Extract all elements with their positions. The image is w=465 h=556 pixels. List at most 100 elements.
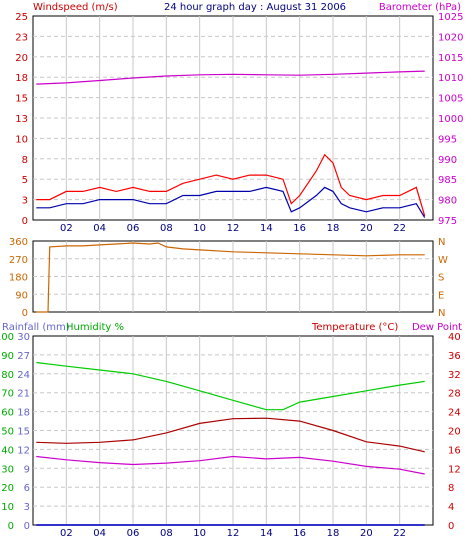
humidity-tick-label: 90	[1, 351, 14, 362]
x-tick-label: 16	[293, 528, 306, 539]
x-tick-label: 20	[360, 528, 373, 539]
barometer-tick-label: 1015	[438, 53, 463, 64]
windspeed-axis-title: Windspeed (m/s)	[33, 2, 118, 13]
x-tick-label: 04	[93, 528, 106, 539]
temperature-tick-label: 32	[448, 370, 461, 381]
humidity-axis-title: Humidity %	[66, 322, 124, 333]
x-tick-label: 14	[260, 223, 273, 234]
x-tick-label: 16	[293, 223, 306, 234]
rainfall-tick-label: 30	[17, 332, 30, 343]
compass-tick-label: E	[438, 290, 444, 301]
humidity-tick-label: 100	[0, 332, 14, 343]
x-tick-label: 18	[327, 528, 340, 539]
compass-tick-label: S	[438, 273, 444, 284]
rainfall-tick-label: 21	[17, 389, 30, 400]
humidity-tick-label: 60	[1, 408, 14, 419]
x-tick-label: 10	[193, 223, 206, 234]
humidity-series-line	[36, 361, 425, 411]
compass-tick-label: N	[438, 237, 445, 248]
barometer-tick-label: 1020	[438, 32, 463, 43]
rainfall-tick-label: 0	[24, 521, 30, 532]
rainfall-tick-label: 12	[17, 445, 30, 456]
temperature-tick-label: 4	[448, 502, 454, 513]
windspeed-tick-label: 25	[15, 12, 28, 23]
humidity-tick-label: 10	[1, 502, 14, 513]
rainfall-axis-title: Rainfall (mm)	[2, 322, 70, 333]
temperature-tick-label: 20	[448, 427, 461, 438]
direction-tick-label: 270	[9, 255, 28, 266]
x-tick-label: 02	[60, 528, 73, 539]
wind-direction-series-line	[36, 242, 425, 313]
direction-tick-label: 90	[15, 290, 28, 301]
x-tick-label: 12	[227, 223, 240, 234]
average-series-line	[36, 186, 426, 218]
temperature-tick-label: 12	[448, 464, 461, 475]
barometer-tick-label: 1005	[438, 94, 463, 105]
humidity-tick-label: 70	[1, 389, 14, 400]
x-tick-label: 06	[127, 223, 140, 234]
rainfall-tick-label: 27	[17, 351, 30, 362]
barometer-tick-label: 985	[438, 175, 457, 186]
x-tick-label: 20	[360, 223, 373, 234]
gust-series-line	[36, 153, 426, 217]
barometer-tick-label: 975	[438, 216, 457, 227]
chart-title: 24 hour graph day : August 31 2006	[164, 2, 346, 13]
direction-tick-label: 360	[9, 237, 28, 248]
x-tick-label: 22	[393, 528, 406, 539]
temperature-tick-label: 24	[448, 408, 461, 419]
x-tick-label: 08	[160, 528, 173, 539]
barometer-series-line	[36, 70, 425, 85]
humidity-tick-label: 40	[1, 445, 14, 456]
barometer-tick-label: 1025	[438, 12, 463, 23]
windspeed-tick-label: 20	[15, 53, 28, 64]
humidity-tick-label: 50	[1, 427, 14, 438]
humidity-tick-label: 30	[1, 464, 14, 475]
dewpoint-axis-title: Dew Point	[412, 322, 462, 333]
barometer-tick-label: 1010	[438, 73, 463, 84]
temperature-axis-title: Temperature (°C)	[311, 322, 398, 333]
rainfall-tick-label: 18	[17, 408, 30, 419]
windspeed-tick-label: 18	[15, 73, 28, 84]
rainfall-tick-label: 6	[24, 483, 30, 494]
barometer-tick-label: 1000	[438, 114, 463, 125]
x-tick-label: 04	[93, 223, 106, 234]
compass-tick-label: W	[438, 255, 448, 266]
barometer-tick-label: 990	[438, 155, 457, 166]
rainfall-tick-label: 9	[24, 464, 30, 475]
temperature-tick-label: 36	[448, 351, 461, 362]
direction-tick-label: 0	[22, 308, 28, 319]
temperature-tick-label: 40	[448, 332, 461, 343]
grid-layer	[33, 16, 433, 525]
temperature-tick-label: 16	[448, 445, 461, 456]
compass-tick-label: N	[438, 308, 445, 319]
rainfall-tick-label: 24	[17, 370, 30, 381]
humidity-tick-label: 0	[8, 521, 14, 532]
windspeed-tick-label: 3	[22, 196, 28, 207]
x-tick-label: 06	[127, 528, 140, 539]
windspeed-tick-label: 23	[15, 32, 28, 43]
x-tick-label: 14	[260, 528, 273, 539]
x-tick-label: 22	[393, 223, 406, 234]
rainfall-tick-label: 3	[24, 502, 30, 513]
humidity-tick-label: 20	[1, 483, 14, 494]
barometer-axis-title: Barometer (hPa)	[379, 2, 461, 13]
x-tick-label: 18	[327, 223, 340, 234]
temperature-series-line	[36, 417, 425, 453]
windspeed-tick-label: 0	[22, 216, 28, 227]
temperature-tick-label: 8	[448, 483, 454, 494]
temperature-tick-label: 28	[448, 389, 461, 400]
direction-tick-label: 180	[9, 273, 28, 284]
temperature-tick-label: 0	[448, 521, 454, 532]
windspeed-tick-label: 13	[15, 114, 28, 125]
dew-point-series-line	[36, 455, 425, 475]
x-tick-label: 02	[60, 223, 73, 234]
barometer-tick-label: 980	[438, 196, 457, 207]
windspeed-tick-label: 5	[22, 175, 28, 186]
rainfall-tick-label: 15	[17, 427, 30, 438]
x-tick-label: 10	[193, 528, 206, 539]
humidity-tick-label: 80	[1, 370, 14, 381]
barometer-tick-label: 995	[438, 134, 457, 145]
